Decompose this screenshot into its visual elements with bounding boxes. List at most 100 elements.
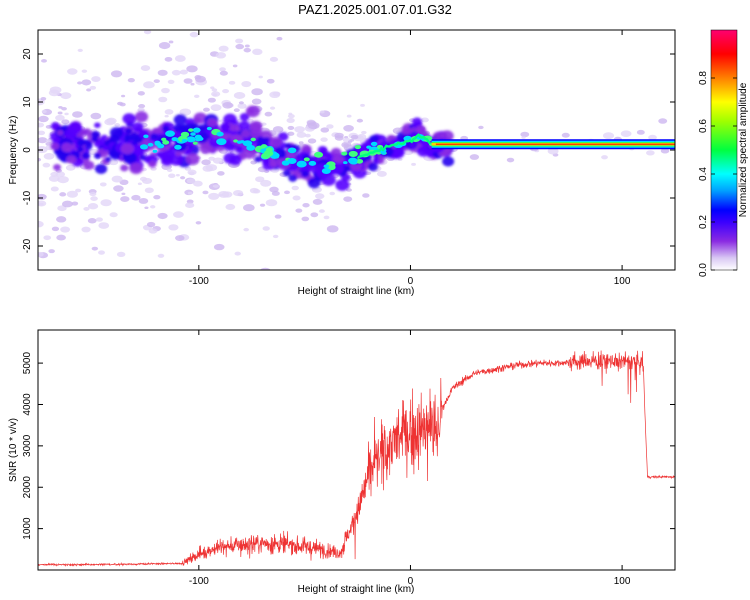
heatmap-cell: [124, 127, 133, 134]
heatmap-cell: [187, 191, 193, 195]
heatmap-cell: [41, 59, 47, 63]
heatmap-cell: [72, 111, 83, 118]
heatmap-cell: [283, 169, 292, 177]
heatmap-cell: [219, 67, 226, 72]
heatmap-cell: [409, 143, 416, 149]
heatmap-cell: [120, 164, 129, 172]
heatmap-peak: [165, 130, 175, 137]
heatmap-peak: [157, 143, 163, 147]
heatmap-cell: [164, 56, 173, 62]
heatmap-cell: [131, 194, 141, 201]
heatmap-cell: [76, 138, 86, 147]
heatmap-cell: [173, 114, 188, 126]
heatmap-cell: [284, 142, 292, 149]
heatmap-cell: [260, 267, 271, 270]
heatmap-cell: [83, 207, 90, 211]
heatmap-cell: [225, 203, 236, 210]
heatmap-cell: [150, 133, 159, 140]
heatmap-cell: [337, 165, 345, 172]
heatmap-cell: [38, 122, 45, 128]
heatmap-cell: [213, 243, 225, 251]
heatmap-cell: [77, 48, 83, 52]
heatmap-cell: [66, 155, 77, 164]
heatmap-cell: [166, 168, 173, 172]
heatmap-cell: [287, 114, 295, 119]
heatmap-cell: [239, 112, 250, 121]
heatmap-cell: [38, 115, 49, 123]
y-tick-label: 0: [22, 147, 33, 153]
snr-x-ticks: -100 0 100: [189, 330, 631, 587]
heatmap-peak: [152, 149, 158, 153]
heatmap-cell: [229, 154, 242, 166]
heatmap-cell: [238, 120, 251, 131]
heatmap-cell: [320, 127, 330, 133]
heatmap-peak: [192, 141, 198, 145]
heatmap-cell: [59, 192, 67, 197]
heatmap-cell: [217, 171, 225, 176]
heatmap-cell: [244, 44, 250, 48]
heatmap-cell: [266, 78, 275, 84]
heatmap-cell: [241, 80, 252, 88]
snr-panel: -100 0 100 1000 2000 3000 4000 5000 Height of …: [8, 329, 676, 595]
heatmap-cell: [360, 103, 365, 107]
heatmap-cell: [321, 173, 336, 186]
heatmap-cell: [395, 146, 404, 153]
heatmap-peak: [323, 164, 330, 169]
heatmap-cell: [164, 114, 169, 118]
spectrogram-x-axis-label: Height of straight line (km): [298, 286, 415, 297]
heatmap-cell: [288, 112, 293, 116]
heatmap-cell: [56, 216, 67, 223]
heatmap-cell: [232, 64, 238, 68]
heatmap-cell: [506, 157, 515, 163]
heatmap-cell: [157, 253, 165, 258]
heatmap-cell: [157, 212, 168, 220]
heatmap-cell: [212, 184, 219, 188]
heatmap-cell: [215, 52, 227, 59]
heatmap-cell: [243, 47, 251, 53]
heatmap-cell: [252, 48, 263, 56]
heatmap-cell: [94, 122, 101, 128]
heatmap-cell: [362, 193, 370, 198]
heatmap-cell: [278, 132, 289, 141]
heatmap-cell: [330, 147, 342, 157]
heatmap-cell: [90, 112, 102, 120]
figure-title: PAZ1.2025.001.07.01.G32: [298, 2, 452, 17]
heatmap-cell: [61, 142, 73, 153]
heatmap-mid-layer: [49, 105, 455, 191]
heatmap-peak: [308, 160, 317, 166]
heatmap-peak: [206, 126, 212, 131]
heatmap-cell: [211, 88, 218, 92]
heatmap-cell: [420, 117, 429, 123]
heatmap-cell: [233, 189, 244, 197]
heatmap-cell: [547, 147, 559, 155]
heatmap-cell: [222, 89, 230, 94]
heatmap-cell: [131, 122, 144, 132]
heatmap-cell: [326, 225, 339, 233]
heatmap-cell: [109, 127, 124, 139]
heatmap-peak: [296, 160, 307, 168]
colorbar-scale: [710, 29, 738, 271]
spectrogram-x-ticks: -100 0 100: [189, 30, 631, 287]
x-tick-label: 100: [614, 576, 631, 587]
heatmap-cell: [121, 192, 126, 196]
heatmap-cell: [57, 111, 63, 115]
x-tick-label: -100: [189, 576, 209, 587]
heatmap-cell: [111, 175, 123, 183]
heatmap-cell: [56, 129, 64, 136]
heatmap-cell: [144, 187, 154, 194]
heatmap-cell: [261, 122, 267, 126]
heatmap-cell: [243, 204, 255, 212]
heatmap-cell: [287, 125, 295, 131]
heatmap-cell: [193, 180, 203, 187]
heatmap-cell: [249, 187, 259, 194]
heatmap-cell: [271, 278, 276, 281]
heatmap-cell: [102, 145, 110, 151]
heatmap-cell: [240, 129, 251, 138]
heatmap-cell: [228, 80, 236, 85]
heatmap-cell: [369, 135, 380, 144]
heatmap-cell: [157, 152, 164, 158]
heatmap-cell: [361, 130, 367, 135]
heatmap-cell: [329, 191, 336, 196]
heatmap-cell: [175, 151, 182, 157]
